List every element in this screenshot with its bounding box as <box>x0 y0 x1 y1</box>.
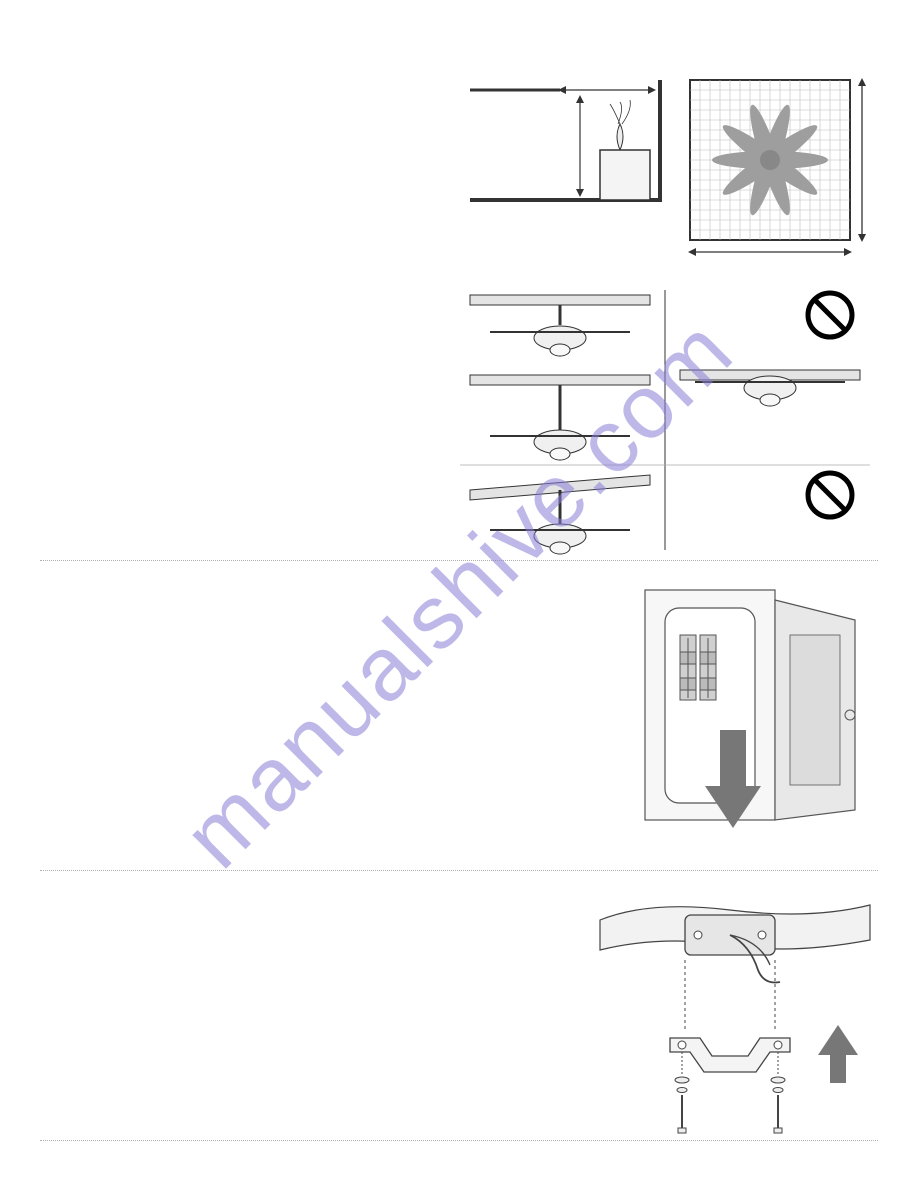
figure-mounting-options <box>460 280 870 560</box>
install-up-arrow-icon <box>818 1025 858 1083</box>
figure-mount-bracket <box>590 880 880 1140</box>
clearance-side-svg <box>460 70 670 230</box>
figure-breaker-box <box>640 580 870 860</box>
breaker-box-svg <box>640 580 870 860</box>
mount-bracket-svg <box>590 880 880 1140</box>
divider-3 <box>40 1140 878 1141</box>
divider-2 <box>40 870 878 871</box>
figure-clearance-top <box>680 70 870 260</box>
no-symbol-icon <box>808 473 852 517</box>
no-symbol-icon <box>808 293 852 337</box>
clearance-top-svg <box>680 70 870 260</box>
figure-clearance-side <box>460 70 670 230</box>
mounting-options-svg <box>460 280 870 560</box>
page: manualshive.com <box>0 0 918 1188</box>
divider-1 <box>40 560 878 561</box>
